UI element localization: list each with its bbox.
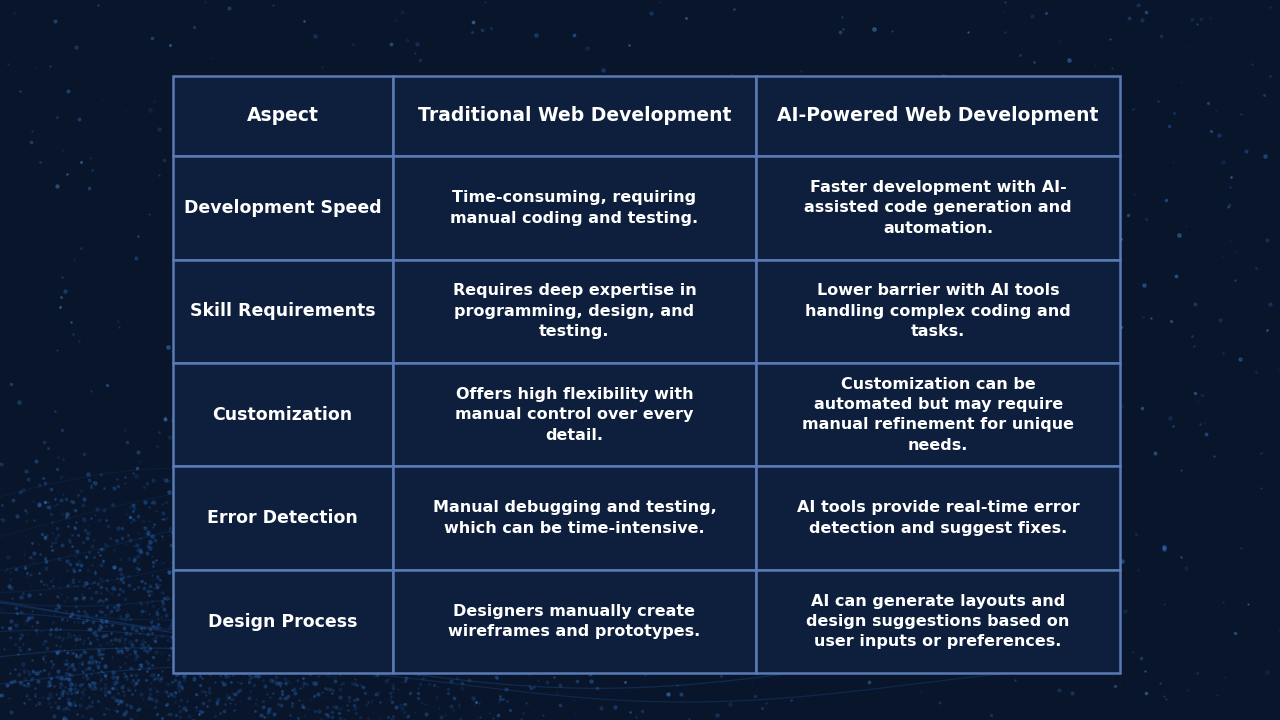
Text: Requires deep expertise in
programming, design, and
testing.: Requires deep expertise in programming, … <box>453 284 696 339</box>
FancyBboxPatch shape <box>173 363 393 467</box>
FancyBboxPatch shape <box>393 156 756 260</box>
Text: Customization: Customization <box>212 406 353 424</box>
FancyBboxPatch shape <box>173 260 393 363</box>
Text: Manual debugging and testing,
which can be time-intensive.: Manual debugging and testing, which can … <box>433 500 717 536</box>
FancyBboxPatch shape <box>173 76 393 156</box>
Text: Lower barrier with AI tools
handling complex coding and
tasks.: Lower barrier with AI tools handling com… <box>805 284 1071 339</box>
Text: Customization can be
automated but may require
manual refinement for unique
need: Customization can be automated but may r… <box>803 377 1074 453</box>
Text: Offers high flexibility with
manual control over every
detail.: Offers high flexibility with manual cont… <box>456 387 694 443</box>
FancyBboxPatch shape <box>756 363 1120 467</box>
Text: Skill Requirements: Skill Requirements <box>189 302 375 320</box>
FancyBboxPatch shape <box>756 156 1120 260</box>
Text: AI tools provide real-time error
detection and suggest fixes.: AI tools provide real-time error detecti… <box>796 500 1079 536</box>
FancyBboxPatch shape <box>173 467 393 570</box>
Text: Time-consuming, requiring
manual coding and testing.: Time-consuming, requiring manual coding … <box>451 190 699 225</box>
FancyBboxPatch shape <box>393 76 756 156</box>
FancyBboxPatch shape <box>756 467 1120 570</box>
Text: Designers manually create
wireframes and prototypes.: Designers manually create wireframes and… <box>448 604 700 639</box>
FancyBboxPatch shape <box>173 156 393 260</box>
FancyBboxPatch shape <box>393 363 756 467</box>
FancyBboxPatch shape <box>756 260 1120 363</box>
Text: AI can generate layouts and
design suggestions based on
user inputs or preferenc: AI can generate layouts and design sugge… <box>806 593 1070 649</box>
FancyBboxPatch shape <box>393 570 756 673</box>
Text: Error Detection: Error Detection <box>207 509 358 527</box>
FancyBboxPatch shape <box>756 570 1120 673</box>
FancyBboxPatch shape <box>173 570 393 673</box>
Text: AI-Powered Web Development: AI-Powered Web Development <box>777 107 1098 125</box>
Text: Development Speed: Development Speed <box>184 199 381 217</box>
FancyBboxPatch shape <box>393 260 756 363</box>
FancyBboxPatch shape <box>756 76 1120 156</box>
Text: Traditional Web Development: Traditional Web Development <box>417 107 731 125</box>
Text: Design Process: Design Process <box>207 613 357 631</box>
Text: Faster development with AI-
assisted code generation and
automation.: Faster development with AI- assisted cod… <box>804 180 1071 236</box>
FancyBboxPatch shape <box>393 467 756 570</box>
Text: Aspect: Aspect <box>247 107 319 125</box>
